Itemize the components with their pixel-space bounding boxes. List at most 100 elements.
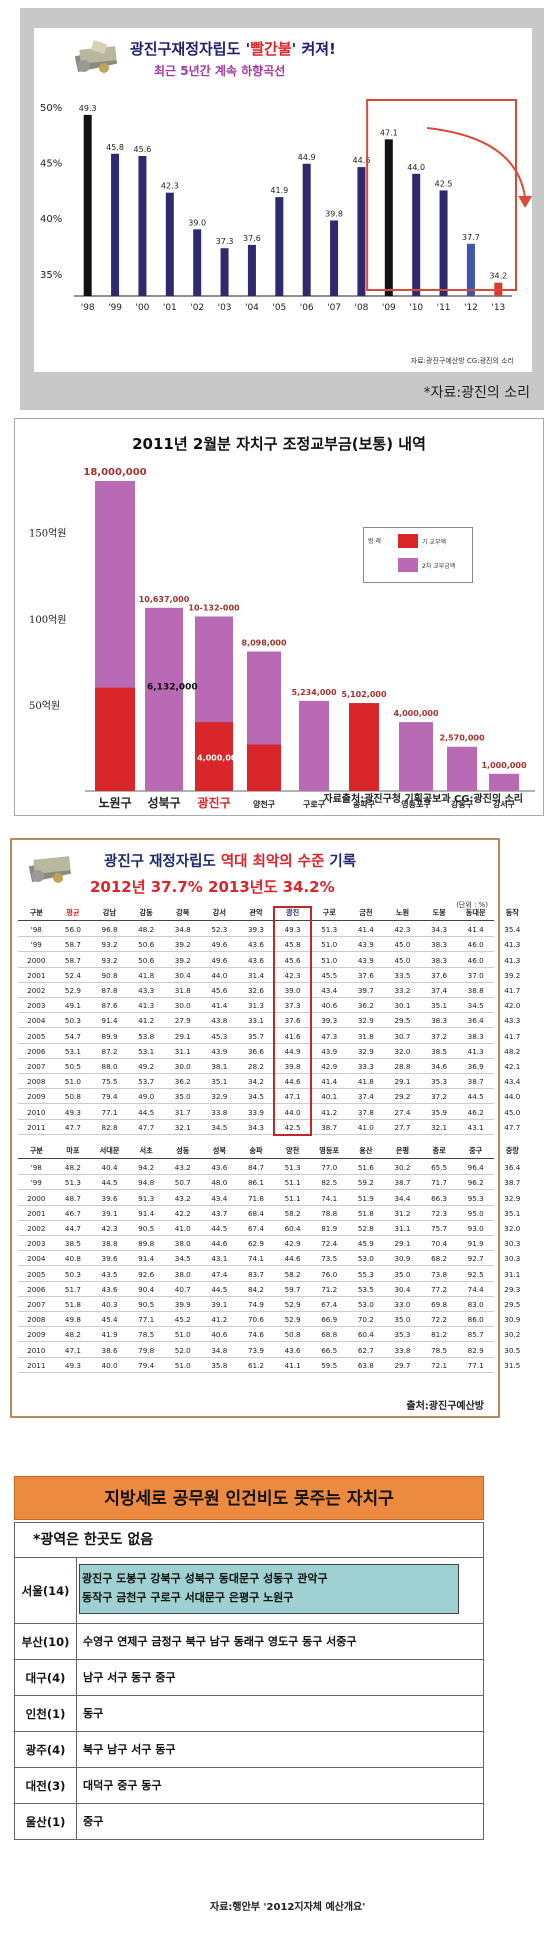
table-cell: 35.0: [394, 1269, 411, 1279]
table-cell: 45.0: [504, 1107, 521, 1117]
table-cell: 45.0: [394, 940, 411, 950]
table-cell: 48.2: [64, 1330, 81, 1340]
table-cell: 78.5: [138, 1330, 155, 1340]
row-year: 2007: [27, 1062, 46, 1071]
table-cell: 29.7: [394, 1360, 411, 1370]
table-cell: 31.8: [357, 1031, 374, 1041]
table-cell: 39.8: [284, 1062, 301, 1071]
table-cell: 38.3: [431, 940, 448, 950]
table-cell: 30.1: [394, 1001, 411, 1011]
table-cell: 37.6: [431, 970, 448, 980]
district-list: 남구 서구 동구 중구: [79, 1660, 479, 1696]
bar: [275, 197, 284, 296]
table-cell: 38.8: [101, 1239, 118, 1249]
region-row: 인천(1) 동구: [14, 1696, 484, 1732]
row-divider: [18, 1356, 494, 1358]
table-cell: 41.4: [211, 1001, 228, 1011]
table-cell: 41.9: [101, 1330, 118, 1340]
table-cell: 87.6: [101, 1001, 118, 1011]
table-cell: 51.0: [64, 1077, 81, 1087]
table-cell: 37.3: [284, 1001, 301, 1011]
table-cell: 92.6: [138, 1269, 155, 1279]
row-divider: [18, 1057, 494, 1059]
x-tick-label: '04: [245, 303, 259, 313]
table-cell: 43.9: [211, 1046, 228, 1056]
x-tick-label: 강동구: [451, 799, 474, 809]
column-header: 구분: [29, 1146, 43, 1155]
table-cell: 48.7: [64, 1193, 81, 1203]
table-cell: 34.3: [247, 1122, 264, 1132]
table-cell: 53.0: [357, 1300, 374, 1309]
table-cell: 60.4: [284, 1224, 301, 1233]
table-cell: 78.5: [431, 1345, 448, 1355]
table-cell: 48.2: [64, 1163, 81, 1173]
table-cell: 42.9: [321, 1062, 338, 1071]
table-cell: 38.3: [431, 1016, 448, 1026]
table-cell: 27.4: [394, 1107, 411, 1117]
table-cell: 72.1: [431, 1360, 448, 1370]
table-cell: 91.4: [138, 1254, 155, 1264]
table-cell: 66.3: [431, 1193, 448, 1203]
table-cell: 44.7: [64, 1224, 81, 1233]
table-cell: 43.5: [101, 1269, 118, 1279]
table-cell: 43.1: [467, 1122, 484, 1132]
table-cell: 45.5: [321, 970, 338, 980]
district-line: 중구: [83, 1815, 104, 1828]
table-cell: 43.4: [211, 1193, 228, 1203]
table-cell: 45.3: [211, 1031, 228, 1041]
table-cell: 42.3: [101, 1224, 118, 1233]
table-cell: 32.9: [504, 1193, 521, 1203]
table-cell: 35.4: [504, 925, 521, 935]
legend: 범 례 기 교부액 2차 교부금액: [363, 527, 473, 583]
table-cell: 36.2: [174, 1077, 191, 1087]
table-cell: 46.0: [467, 955, 484, 965]
table-cell: 44.9: [284, 1046, 301, 1056]
table-cell: 51.1: [284, 1193, 301, 1203]
row-year: 2000: [27, 1193, 46, 1203]
bar: [357, 167, 366, 296]
table-cell: 29.1: [394, 1077, 411, 1087]
data-label: 45.8: [106, 143, 124, 152]
source-caption: *자료:광진의 소리: [423, 385, 530, 401]
table-cell: 31.8: [174, 986, 191, 995]
table-cell: 44.0: [504, 1092, 521, 1102]
table-cell: 43.1: [211, 1254, 228, 1264]
x-tick-label: '06: [300, 303, 314, 313]
table-cell: 34.8: [174, 925, 191, 935]
data-label: 37.7: [462, 233, 480, 242]
table-cell: 51.1: [284, 1178, 301, 1188]
table-cell: 92.5: [467, 1269, 484, 1279]
bar-first-grant: [195, 722, 233, 791]
table-cell: 82.8: [101, 1122, 118, 1132]
arrow-head: [518, 196, 532, 208]
table-cell: 59.2: [357, 1178, 374, 1188]
table-cell: 34.5: [467, 1001, 484, 1011]
table-cell: 50.6: [138, 955, 155, 965]
table-cell: 37.2: [431, 1031, 448, 1041]
table-cell: 41.2: [138, 1016, 155, 1026]
table-cell: 94.2: [138, 1163, 155, 1173]
row-year: 2010: [27, 1107, 46, 1117]
table-cell: 53.0: [357, 1254, 374, 1264]
district-list: 광진구 도봉구 강북구 성북구 동대문구 성동구 관악구 동작구 금천구 구로구 …: [79, 1564, 459, 1614]
table-cell: 53.5: [357, 1284, 374, 1294]
bar: [138, 156, 147, 296]
table-cell: 32.1: [431, 1122, 448, 1132]
column-header: 성동: [176, 1146, 190, 1155]
table-cell: 38.7: [321, 1122, 338, 1132]
table-cell: 93.2: [101, 955, 118, 965]
column-header: 은평: [395, 1146, 410, 1155]
title-prefix: 광진구재정자립도 ': [130, 40, 251, 58]
table-cell: 84.7: [247, 1163, 264, 1173]
table-cell: 32.1: [174, 1122, 191, 1132]
bar: [466, 243, 475, 296]
chart-footnote: 자료:광진구예산방 CG:광진의 소리: [410, 357, 514, 365]
data-label: 41.9: [270, 186, 288, 195]
table-cell: 31.1: [174, 1046, 191, 1056]
region-name: 울산(1): [15, 1804, 77, 1840]
table-cell: 43.6: [101, 1284, 118, 1294]
table-cell: 39.6: [101, 1254, 118, 1264]
table-cell: 45.2: [174, 1315, 191, 1325]
row-divider: [18, 1073, 494, 1074]
list-title: 지방세로 공무원 인건비도 못주는 자치구: [14, 1476, 484, 1520]
